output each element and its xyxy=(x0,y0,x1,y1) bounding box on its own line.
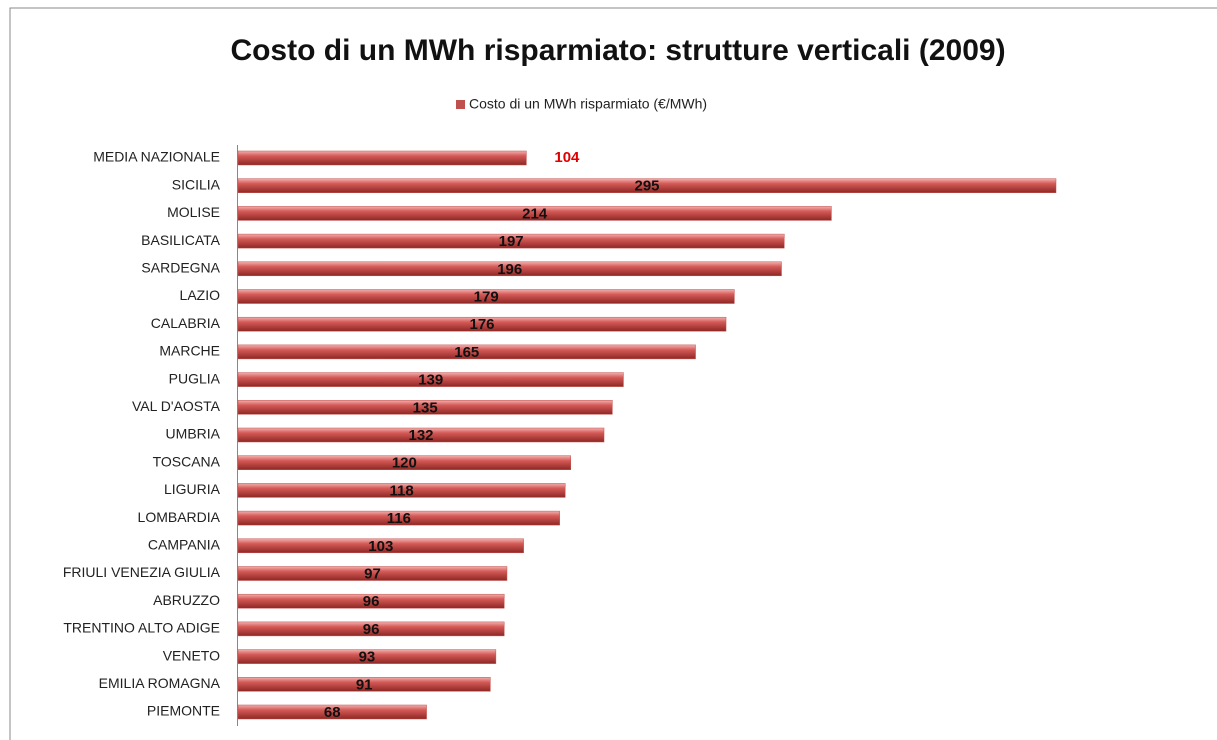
bar xyxy=(237,344,696,360)
bar xyxy=(237,316,727,332)
y-tick-label: LIGURIA xyxy=(164,481,221,497)
bar xyxy=(237,621,505,637)
data-label: 295 xyxy=(634,178,659,195)
data-label: 93 xyxy=(359,649,376,666)
data-label: 214 xyxy=(522,205,548,222)
data-label: 68 xyxy=(324,704,341,721)
y-tick-label: CAMPANIA xyxy=(148,537,221,553)
data-label: 139 xyxy=(418,372,443,389)
data-label: 91 xyxy=(356,676,373,693)
bar xyxy=(237,233,785,249)
bar xyxy=(237,677,491,692)
bar xyxy=(237,150,527,166)
bar xyxy=(237,649,497,664)
bar xyxy=(237,455,571,470)
data-label: 116 xyxy=(387,510,411,527)
y-tick-label: SARDEGNA xyxy=(141,260,220,276)
data-label: 97 xyxy=(364,565,381,582)
y-tick-label: PUGLIA xyxy=(169,370,221,386)
legend-swatch xyxy=(456,100,465,109)
y-tick-label: MOLISE xyxy=(167,204,220,220)
y-tick-label: FRIULI VENEZIA GIULIA xyxy=(63,564,221,580)
y-tick-label: ABRUZZO xyxy=(153,592,220,608)
bar xyxy=(237,178,1057,193)
data-label: 96 xyxy=(363,593,380,610)
chart-title: Costo di un MWh risparmiato: strutture v… xyxy=(230,34,1005,67)
y-tick-label: EMILIA ROMAGNA xyxy=(99,675,221,691)
data-label: 103 xyxy=(368,538,393,555)
y-tick-label: CALABRIA xyxy=(151,315,221,331)
bar xyxy=(237,538,524,554)
y-tick-label: VENETO xyxy=(163,647,220,663)
data-label: 179 xyxy=(474,288,499,305)
bar xyxy=(237,427,605,443)
bar xyxy=(237,483,566,498)
y-tick-label: BASILICATA xyxy=(141,232,221,248)
y-tick-label: VAL D'AOSTA xyxy=(132,398,221,414)
y-tick-label: TOSCANA xyxy=(153,453,221,469)
bar xyxy=(237,289,735,304)
y-tick-label: UMBRIA xyxy=(166,426,221,442)
bar xyxy=(237,704,427,720)
data-label: 96 xyxy=(363,621,380,638)
data-label: 165 xyxy=(454,344,479,361)
y-tick-label: PIEMONTE xyxy=(147,703,220,719)
bar xyxy=(237,206,832,221)
data-label: 176 xyxy=(469,316,494,333)
data-label: 197 xyxy=(499,233,524,250)
y-tick-label: SICILIA xyxy=(172,176,221,192)
y-tick-label: LOMBARDIA xyxy=(138,509,221,525)
data-label: 104 xyxy=(554,149,580,166)
y-tick-label: MEDIA NAZIONALE xyxy=(93,149,220,165)
data-label: 120 xyxy=(392,455,417,472)
bar xyxy=(237,510,560,526)
bar xyxy=(237,593,505,609)
data-label: 132 xyxy=(408,427,433,444)
y-tick-label: TRENTINO ALTO ADIGE xyxy=(63,620,220,636)
y-tick-label: MARCHE xyxy=(159,343,220,359)
bar xyxy=(237,566,508,581)
legend-label: Costo di un MWh risparmiato (€/MWh) xyxy=(469,96,707,112)
bar xyxy=(237,372,624,387)
bar xyxy=(237,261,782,277)
y-tick-label: LAZIO xyxy=(180,287,221,303)
data-label: 135 xyxy=(413,399,438,416)
bar xyxy=(237,400,613,415)
data-label: 118 xyxy=(389,482,413,499)
data-label: 196 xyxy=(497,261,522,278)
